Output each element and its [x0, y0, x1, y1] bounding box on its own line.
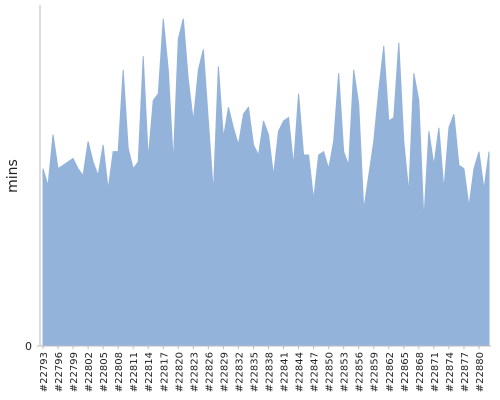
x-tick-label: #22802 [84, 352, 95, 392]
x-tick-label: #22835 [249, 352, 260, 392]
x-tick-label: #22856 [355, 352, 366, 392]
x-tick-label: #22811 [129, 352, 140, 392]
x-tick-label: #22826 [204, 352, 215, 392]
x-tick-label: #22829 [219, 352, 230, 392]
x-tick-label: #22838 [265, 352, 276, 392]
x-tick-label: #22859 [370, 352, 381, 392]
x-tick-label: #22880 [475, 352, 486, 392]
x-tick-label: #22805 [99, 352, 110, 392]
x-tick-label: #22844 [295, 352, 306, 392]
x-tick-label: #22850 [325, 352, 336, 392]
x-tick-label: #22853 [340, 352, 351, 392]
x-tick-label: #22799 [69, 352, 80, 392]
x-tick-label: #22793 [39, 352, 50, 392]
x-tick-label: #22874 [445, 352, 456, 392]
x-tick-label: #22820 [174, 352, 185, 392]
y-tick-label: 0 [25, 340, 32, 353]
x-tick-label: #22868 [415, 352, 426, 392]
x-tick-label: #22865 [400, 352, 411, 392]
x-tick-label: #22877 [460, 352, 471, 392]
x-tick-label: #22862 [385, 352, 396, 392]
x-tick-label: #22796 [54, 352, 65, 392]
x-tick-label: #22808 [114, 352, 125, 392]
x-tick-label: #22832 [234, 352, 245, 392]
x-tick-label: #22871 [430, 352, 441, 392]
x-tick-label: #22814 [144, 352, 155, 392]
x-tick-label: #22823 [189, 352, 200, 392]
x-tick-label: #22847 [310, 352, 321, 392]
x-tick-label: #22841 [280, 352, 291, 392]
area [42, 18, 490, 347]
x-tick-label: #22817 [159, 352, 170, 392]
y-axis-label: mins [5, 159, 21, 193]
